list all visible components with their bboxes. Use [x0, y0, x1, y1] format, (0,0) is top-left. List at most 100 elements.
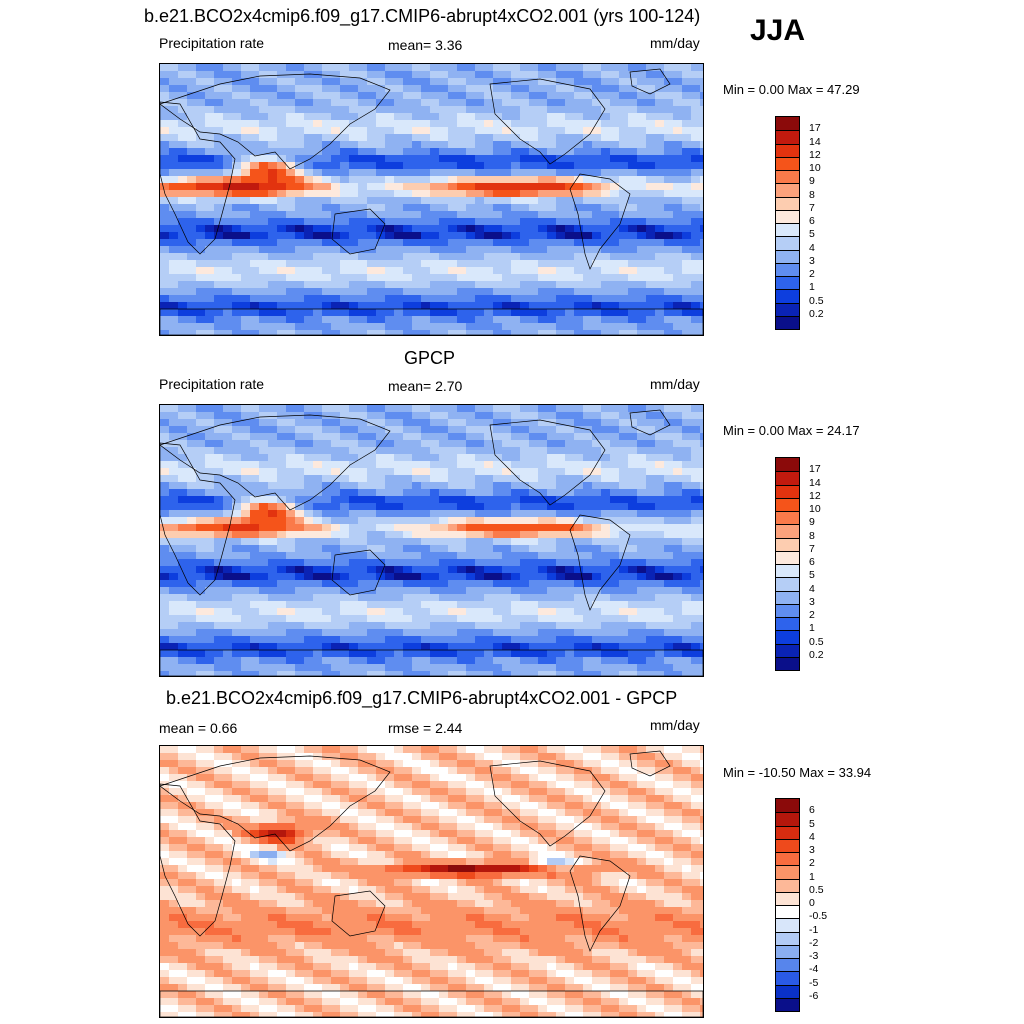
colorbar-swatch — [776, 630, 799, 644]
colorbar-swatch — [776, 852, 799, 866]
colorbar-tick-label: -2 — [809, 936, 819, 949]
colorbar-swatch — [776, 878, 799, 892]
colorbar-tick-label: 1 — [809, 622, 815, 635]
panel-3-colorbar — [775, 798, 800, 1012]
colorbar-tick-label: 5 — [809, 569, 815, 582]
colorbar-swatch — [776, 958, 799, 972]
colorbar-tick-label: -3 — [809, 950, 819, 962]
colorbar-swatch — [776, 183, 799, 197]
panel-1-minmax: Min = 0.00 Max = 47.29 — [723, 82, 860, 97]
coastline — [160, 73, 391, 170]
colorbar-swatch — [776, 511, 799, 525]
colorbar-swatch — [776, 249, 799, 263]
colorbar-tick-label: 10 — [809, 162, 821, 174]
colorbar-tick-label: 6 — [809, 556, 815, 568]
panel-1-colorbar — [775, 116, 800, 330]
colorbar-swatch — [776, 564, 799, 578]
colorbar-swatch — [776, 170, 799, 184]
colorbar-swatch — [776, 944, 799, 958]
colorbar-tick-label: 9 — [809, 516, 815, 529]
colorbar-swatch — [776, 550, 799, 564]
colorbar-tick-label: 0.5 — [809, 294, 824, 307]
colorbar-swatch — [776, 643, 799, 657]
colorbar-swatch — [776, 603, 799, 617]
colorbar-swatch — [776, 117, 799, 131]
coastline — [629, 68, 671, 95]
panel-3-minmax: Min = -10.50 Max = 33.94 — [723, 765, 872, 780]
colorbar-swatch — [776, 984, 799, 998]
panel-2-minmax: Min = 0.00 Max = 24.17 — [723, 423, 860, 438]
coastline — [331, 890, 386, 937]
colorbar-swatch — [776, 458, 799, 472]
colorbar-tick-label: 3 — [809, 254, 815, 267]
colorbar-swatch — [776, 196, 799, 210]
map-field — [160, 405, 703, 676]
coastline — [160, 414, 391, 511]
colorbar-tick-label: 12 — [809, 148, 821, 161]
colorbar-tick-label: 12 — [809, 489, 821, 502]
colorbar-tick-label: 8 — [809, 529, 815, 542]
colorbar-tick-label: 4 — [809, 830, 815, 843]
colorbar-tick-label: 9 — [809, 175, 815, 188]
coastline — [160, 783, 236, 937]
colorbar-tick-label: 2 — [809, 268, 815, 280]
colorbar-tick-label: -4 — [809, 963, 819, 976]
colorbar-swatch — [776, 838, 799, 852]
colorbar-swatch — [776, 971, 799, 985]
colorbar-swatch — [776, 865, 799, 879]
panel-1-units: mm/day — [650, 35, 700, 51]
colorbar-tick-label: -5 — [809, 976, 819, 989]
colorbar-swatch — [776, 484, 799, 498]
coastline — [569, 855, 631, 952]
colorbar-swatch — [776, 143, 799, 157]
panel-3-mean-label: mean = 0.66 — [159, 720, 238, 736]
colorbar-tick-label: 14 — [809, 135, 821, 148]
panel-2-title: GPCP — [404, 348, 456, 368]
panel-3-map — [159, 745, 704, 1018]
coastline — [569, 173, 631, 270]
coastline — [489, 419, 606, 506]
panel-3-units: mm/day — [650, 717, 700, 733]
coastline — [160, 755, 391, 852]
colorbar-swatch — [776, 891, 799, 905]
colorbar-swatch — [776, 918, 799, 932]
colorbar-tick-label: 1 — [809, 870, 815, 883]
panel-2-variable-label: Precipitation rate — [159, 376, 265, 392]
colorbar-swatch — [776, 524, 799, 538]
colorbar-tick-label: 3 — [809, 595, 815, 608]
panel-1-variable-label: Precipitation rate — [159, 35, 265, 51]
colorbar-tick-label: 6 — [809, 804, 815, 817]
colorbar-swatch — [776, 656, 799, 670]
colorbar-tick-label: 2 — [809, 609, 815, 621]
colorbar-swatch — [776, 497, 799, 511]
colorbar-swatch — [776, 799, 799, 813]
colorbar-tick-label: -0.5 — [809, 910, 828, 923]
colorbar-tick-label: 0.5 — [809, 883, 824, 896]
colorbar-tick-label: 3 — [809, 844, 815, 856]
panel-2-mean-label: mean= 2.70 — [388, 378, 463, 394]
panel-1-mean-label: mean= 3.36 — [388, 37, 463, 53]
colorbar-swatch — [776, 577, 799, 591]
colorbar-tick-label: -1 — [809, 923, 819, 936]
coastline — [629, 409, 671, 436]
colorbar-tick-label: 4 — [809, 241, 815, 254]
colorbar-swatch — [776, 617, 799, 631]
colorbar-tick-label: 17 — [809, 122, 821, 135]
coastline — [331, 549, 386, 596]
panel-2-colorbar — [775, 457, 800, 671]
colorbar-tick-label: 7 — [809, 542, 815, 555]
panel-3-rmse-label: rmse = 2.44 — [388, 720, 463, 736]
coastline — [160, 101, 236, 255]
colorbar-swatch — [776, 471, 799, 485]
colorbar-swatch — [776, 812, 799, 826]
season-label: JJA — [750, 14, 806, 47]
panel-3-title: b.e21.BCO2x4cmip6.f09_g17.CMIP6-abrupt4x… — [166, 688, 678, 708]
colorbar-swatch — [776, 223, 799, 237]
panel-2-map — [159, 404, 704, 677]
colorbar-tick-label: -6 — [809, 989, 819, 1002]
coastline — [569, 514, 631, 611]
colorbar-tick-label: 7 — [809, 201, 815, 214]
colorbar-tick-label: 10 — [809, 503, 821, 515]
colorbar-tick-label: 4 — [809, 582, 815, 595]
colorbar-swatch — [776, 537, 799, 551]
